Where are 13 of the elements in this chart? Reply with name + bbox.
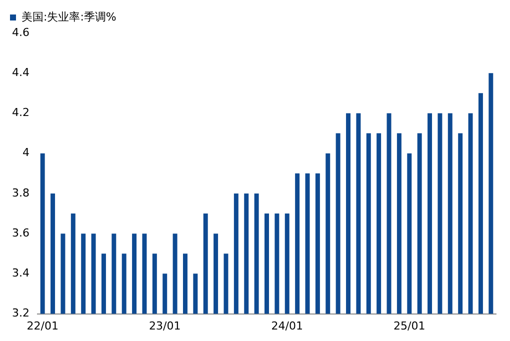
y-tick-label: 3.2 xyxy=(12,306,30,320)
legend-label: 美国:失业率:季调% xyxy=(22,10,116,24)
y-tick-label: 3.8 xyxy=(12,186,30,200)
y-tick-label: 4.4 xyxy=(12,66,30,79)
x-tick-label: 25/01 xyxy=(394,319,426,332)
y-tick-label: 4 xyxy=(22,146,30,160)
x-tick-label: 22/01 xyxy=(26,319,58,332)
x-tick-label: 23/01 xyxy=(149,319,181,332)
y-tick-label: 4.6 xyxy=(12,26,30,39)
x-tick-label: 24/01 xyxy=(271,319,303,332)
y-tick-label: 3.4 xyxy=(12,266,30,280)
y-tick-label: 3.6 xyxy=(12,226,30,240)
y-tick-label: 4.2 xyxy=(12,106,30,120)
